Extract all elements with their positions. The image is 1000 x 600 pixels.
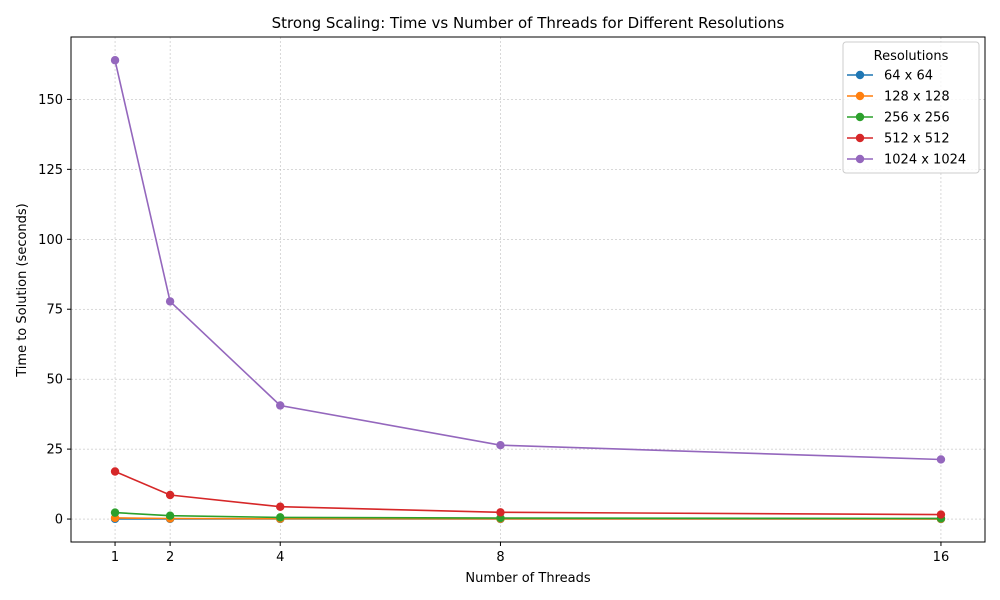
legend-label: 1024 x 1024	[884, 153, 966, 168]
data-point	[110, 508, 120, 517]
legend-marker	[855, 70, 865, 80]
grid-lines	[71, 37, 985, 542]
y-tick-label: 125	[38, 163, 63, 178]
legend-marker	[855, 112, 865, 122]
x-tick-label: 1	[111, 550, 119, 565]
plot-frame	[70, 36, 986, 543]
y-axis-ticks: 0 25 50 75 100 125 150	[38, 93, 71, 528]
data-point	[110, 56, 120, 65]
y-tick-label: 50	[46, 373, 63, 388]
legend-item: 256 x 256	[847, 111, 950, 126]
data-point	[276, 502, 285, 511]
data-point	[110, 467, 120, 476]
data-point	[496, 508, 505, 517]
data-point	[165, 490, 175, 500]
legend-box	[842, 41, 980, 174]
legend-label: 256 x 256	[884, 111, 950, 126]
legend-label: 64 x 64	[884, 69, 933, 84]
y-tick-label: 0	[55, 513, 63, 528]
series-layer	[110, 56, 946, 524]
data-point	[936, 455, 946, 464]
x-tick-label: 16	[933, 550, 950, 565]
legend: Resolutions 64 x 64 128 x 128 256 x 256 512…	[842, 41, 980, 174]
data-point	[496, 440, 505, 450]
legend-item: 128 x 128	[847, 90, 950, 105]
series-256x256	[110, 508, 946, 523]
legend-item: 1024 x 1024	[847, 153, 966, 168]
legend-item: 64 x 64	[847, 69, 933, 84]
x-axis-ticks: 1 2 4 8 16	[111, 542, 949, 565]
y-tick-label: 25	[46, 443, 63, 458]
legend-label: 512 x 512	[884, 132, 950, 147]
series-1024x1024	[110, 56, 946, 464]
data-point	[276, 513, 285, 522]
legend-items: 64 x 64 128 x 128 256 x 256 512 x 512 1024 x…	[847, 69, 966, 168]
legend-marker	[855, 133, 865, 143]
legend-item: 512 x 512	[847, 132, 950, 147]
legend-title: Resolutions	[874, 49, 949, 64]
y-tick-label: 75	[46, 303, 63, 318]
data-point	[276, 401, 285, 410]
y-tick-label: 150	[38, 93, 63, 108]
chart-title: Strong Scaling: Time vs Number of Thread…	[272, 14, 785, 32]
series-512x512	[110, 467, 946, 519]
y-axis-label: Time to Solution (seconds)	[15, 203, 30, 378]
data-point	[165, 511, 175, 520]
data-point	[165, 297, 175, 306]
legend-marker	[855, 154, 865, 164]
legend-label: 128 x 128	[884, 90, 950, 105]
x-tick-label: 2	[166, 550, 174, 565]
x-tick-label: 8	[496, 550, 504, 565]
x-tick-label: 4	[276, 550, 284, 565]
x-axis-label: Number of Threads	[465, 571, 590, 586]
legend-marker	[855, 91, 865, 101]
data-point	[936, 510, 946, 519]
y-tick-label: 100	[38, 233, 63, 248]
